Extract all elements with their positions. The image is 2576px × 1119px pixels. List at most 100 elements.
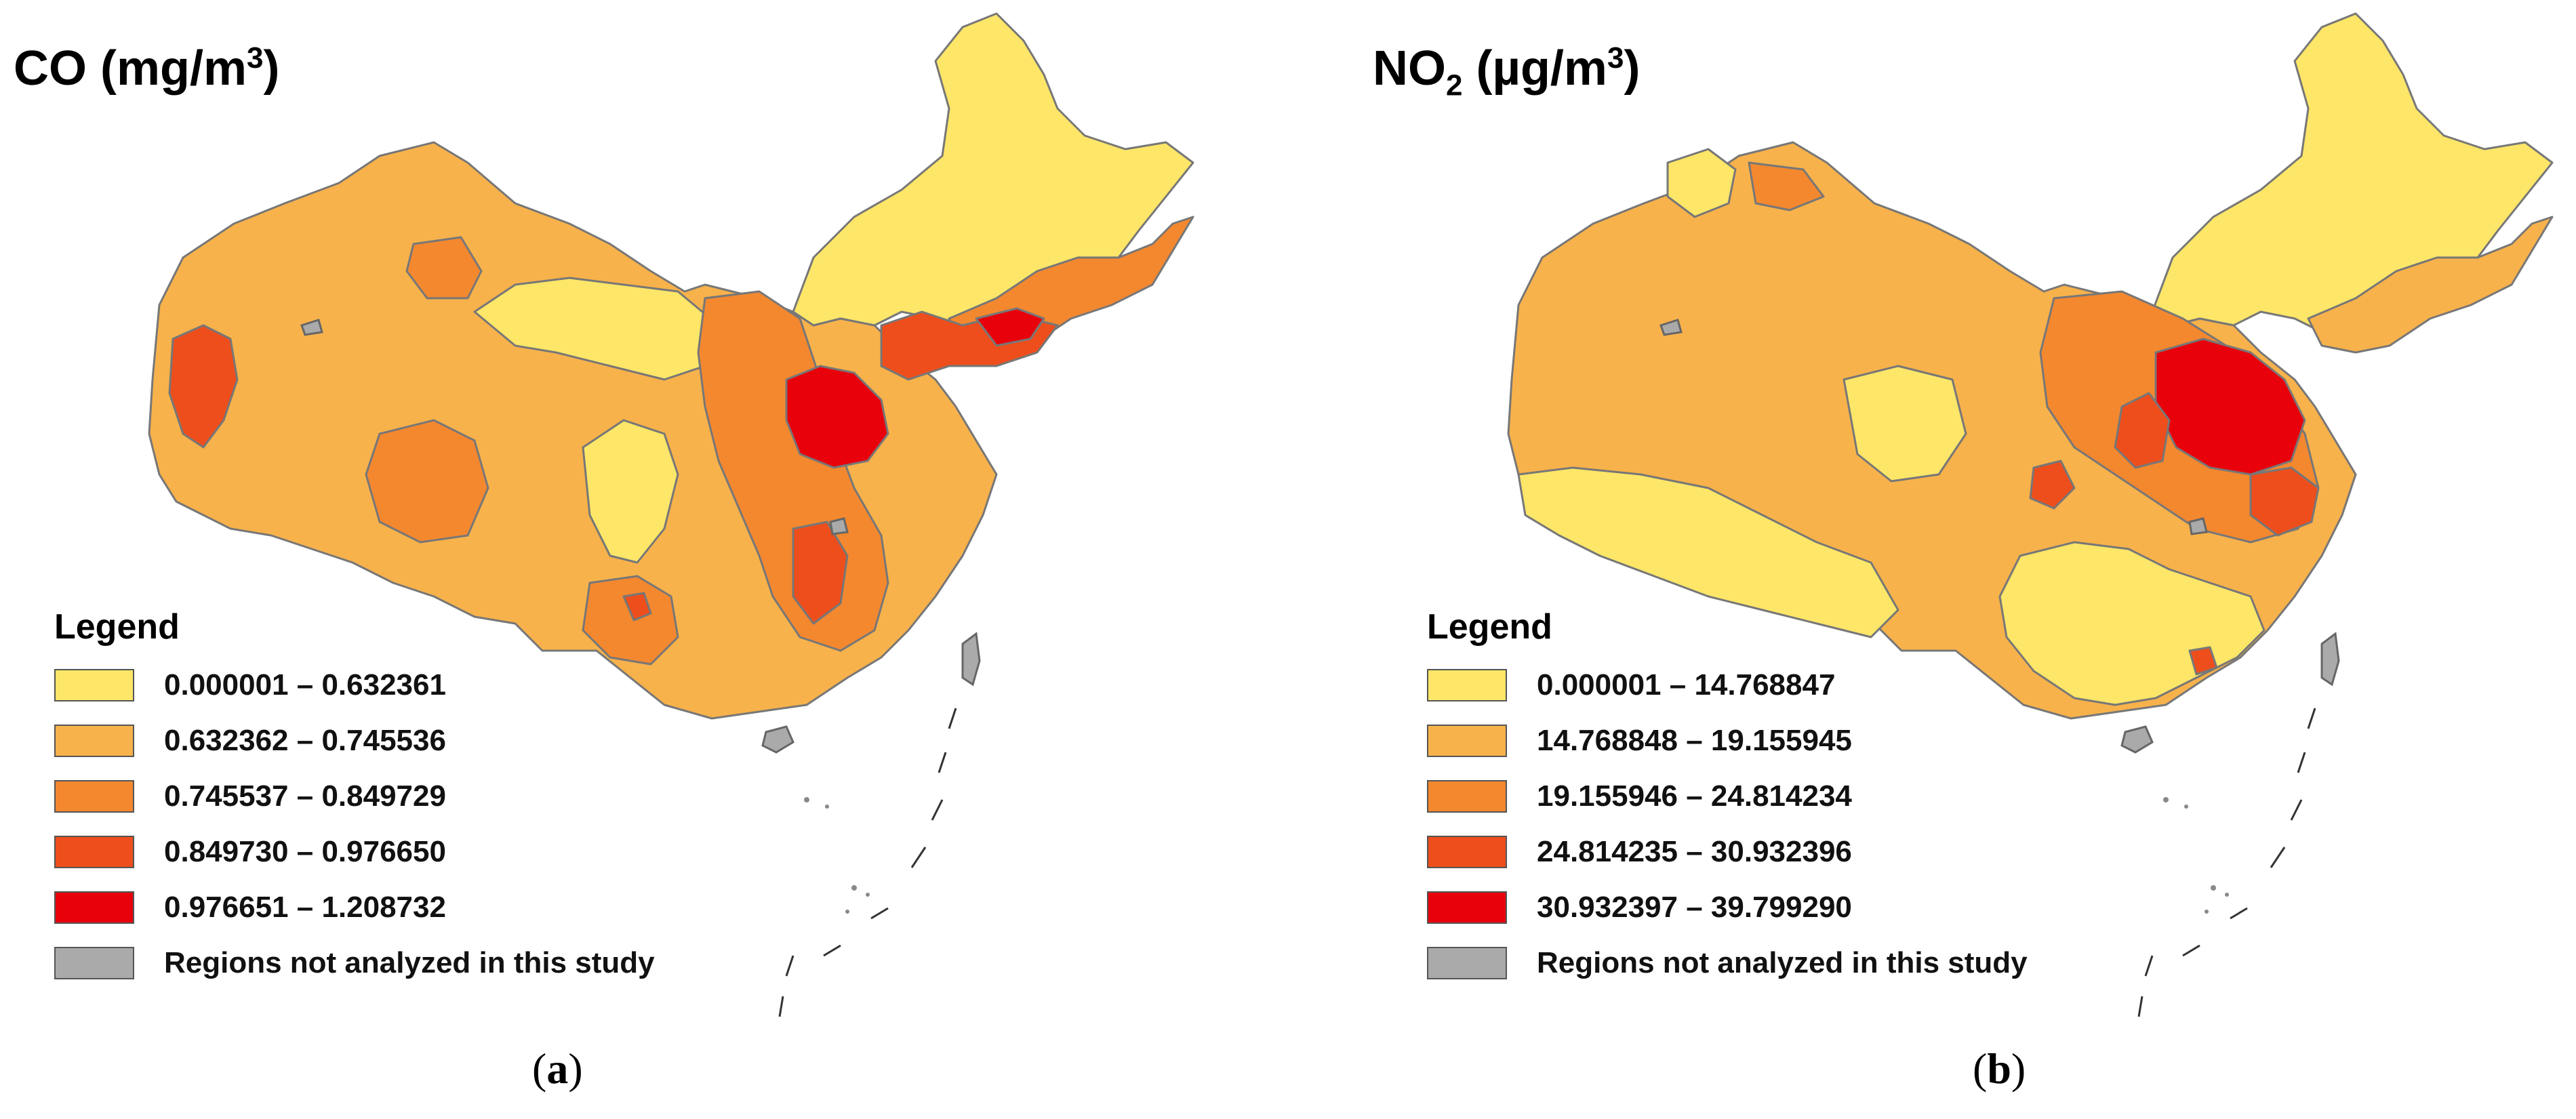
co-region-central-west — [582, 419, 679, 564]
co-legend-item-5: 0.976651 – 1.208732 — [54, 887, 655, 928]
no2-region-northeast — [2151, 12, 2554, 333]
no2-legend-label-5: 30.932397 – 39.799290 — [1537, 891, 1852, 924]
no2-legend-swatch-3 — [1427, 780, 1507, 813]
co-island — [825, 805, 829, 809]
co-title-end: ) — [263, 41, 280, 96]
co-region-liaoning-red — [975, 307, 1045, 347]
co-legend-swatch-2 — [54, 725, 134, 757]
co-region-xinjiang-spot — [405, 236, 483, 300]
co-legend-label-1: 0.000001 – 0.632361 — [164, 668, 446, 701]
co-region-hunan — [792, 521, 849, 625]
co-legend-swatch-1 — [54, 669, 134, 701]
co-island — [804, 797, 809, 802]
co-caption: (a) — [532, 1044, 583, 1093]
no2-region-yangtze-red — [2249, 466, 2320, 537]
co-legend-item-4: 0.849730 – 0.976650 — [54, 832, 655, 872]
co-legend-title: Legend — [54, 607, 180, 647]
no2-legend-item-5: 30.932397 – 39.799290 — [1427, 887, 2028, 928]
no2-legend-title: Legend — [1427, 607, 1552, 647]
no2-legend-item-3: 19.155946 – 24.814234 — [1427, 776, 2028, 817]
co-caption-letter: a — [546, 1044, 569, 1093]
co-hainan — [761, 725, 794, 754]
no2-lake-qinghai — [1659, 319, 1683, 336]
no2-legend-label-3: 19.155946 – 24.814234 — [1537, 779, 1852, 813]
co-map-title: CO (mg/m3) — [14, 41, 279, 96]
no2-legend-swatch-2 — [1427, 725, 1507, 757]
co-legend-swatch-3 — [54, 780, 134, 813]
no2-title-end: ) — [1624, 41, 1641, 96]
co-legend-item-6: Regions not analyzed in this study — [54, 943, 655, 983]
no2-legend-item-6: Regions not analyzed in this study — [1427, 943, 2028, 983]
co-nine-dash-6 — [823, 944, 841, 957]
no2-title-sub: 2 — [1446, 68, 1463, 102]
no2-title-mid: (µg/m — [1462, 41, 1607, 96]
co-legend: Legend 0.000001 – 0.632361 0.632362 – 0.… — [54, 607, 655, 998]
co-title-sup: 3 — [247, 41, 264, 75]
co-island — [866, 893, 870, 897]
no2-legend-label-1: 0.000001 – 14.768847 — [1537, 668, 1836, 701]
no2-region-guangdong — [2188, 646, 2218, 676]
co-legend-label-5: 0.976651 – 1.208732 — [164, 891, 446, 924]
no2-region-xinjiang-north — [1666, 148, 1737, 218]
no2-region-qinghai — [1843, 365, 1967, 483]
no2-nine-dash-2 — [2297, 752, 2306, 773]
no2-taiwan — [2320, 632, 2340, 687]
no2-island — [2184, 805, 2188, 809]
no2-nine-dash-6 — [2182, 944, 2200, 957]
co-legend-swatch-4 — [54, 836, 134, 868]
no2-region-central-gray — [2188, 517, 2208, 535]
no2-legend-item-2: 14.768848 – 19.155945 — [1427, 720, 2028, 761]
no2-region-north-china-plain — [2154, 338, 2306, 476]
no2-map-title: NO2 (µg/m3) — [1373, 41, 1640, 102]
no2-region-tibet — [1517, 466, 1899, 638]
co-legend-item-1: 0.000001 – 0.632361 — [54, 665, 655, 706]
co-region-central-gray — [829, 517, 849, 535]
co-region-yunnan-red — [622, 592, 652, 622]
co-nine-dash-7 — [785, 955, 794, 977]
co-legend-label-4: 0.849730 – 0.976650 — [164, 835, 446, 868]
no2-nine-dash-4 — [2270, 847, 2286, 868]
co-legend-swatch-5 — [54, 891, 134, 924]
no2-legend-swatch-4 — [1427, 836, 1507, 868]
co-taiwan — [961, 632, 981, 687]
co-nine-dash-3 — [931, 799, 944, 821]
co-legend-item-2: 0.632362 – 0.745536 — [54, 720, 655, 761]
co-nine-dash-8 — [778, 996, 784, 1017]
co-nine-dash-5 — [870, 907, 889, 920]
co-region-yunnan — [582, 575, 679, 666]
no2-region-xinjiang-orange — [1748, 161, 1825, 211]
no2-choropleth-map — [1507, 12, 2554, 1017]
co-lake-qinghai — [300, 319, 323, 336]
co-region-kashgar — [168, 324, 239, 449]
no2-island — [2163, 797, 2169, 802]
panel-co: CO (mg/m3) Legend 0.000001 – 0.632361 0.… — [14, 12, 1194, 1093]
no2-nine-dash-3 — [2290, 799, 2303, 821]
no2-legend-label-6: Regions not analyzed in this study — [1537, 946, 2028, 979]
no2-region-northeast-south — [2307, 216, 2554, 354]
co-legend-label-3: 0.745537 – 0.849729 — [164, 779, 446, 813]
panel-no2: NO2 (µg/m3) Legend 0.000001 – 14.768847 … — [1288, 0, 2576, 1119]
no2-region-shaanxi-red — [2114, 392, 2171, 469]
co-legend-item-3: 0.745537 – 0.849729 — [54, 776, 655, 817]
no2-hainan — [2120, 725, 2154, 754]
co-legend-label-2: 0.632362 – 0.745536 — [164, 724, 446, 757]
co-island — [851, 885, 857, 891]
no2-nine-dash-5 — [2230, 907, 2248, 920]
co-nine-dash-4 — [910, 847, 927, 868]
no2-legend: Legend 0.000001 – 14.768847 14.768848 – … — [1427, 607, 2028, 998]
no2-island — [2225, 893, 2229, 897]
no2-island — [2211, 885, 2216, 891]
co-island — [845, 910, 849, 914]
co-choropleth-map — [148, 12, 1194, 1017]
co-legend-label-6: Regions not analyzed in this study — [164, 946, 655, 979]
no2-nine-dash-8 — [2137, 996, 2144, 1017]
no2-title-sup: 3 — [1607, 41, 1624, 75]
co-region-north-china-plain — [785, 365, 889, 469]
no2-legend-label-4: 24.814235 – 30.932396 — [1537, 835, 1852, 868]
no2-legend-swatch-5 — [1427, 891, 1507, 924]
no2-nine-dash-1 — [2307, 708, 2316, 729]
co-title-text: CO (mg/m — [14, 41, 247, 96]
no2-region-sichuan — [2029, 460, 2076, 510]
co-legend-swatch-6 — [54, 947, 134, 979]
no2-legend-swatch-6 — [1427, 947, 1507, 979]
